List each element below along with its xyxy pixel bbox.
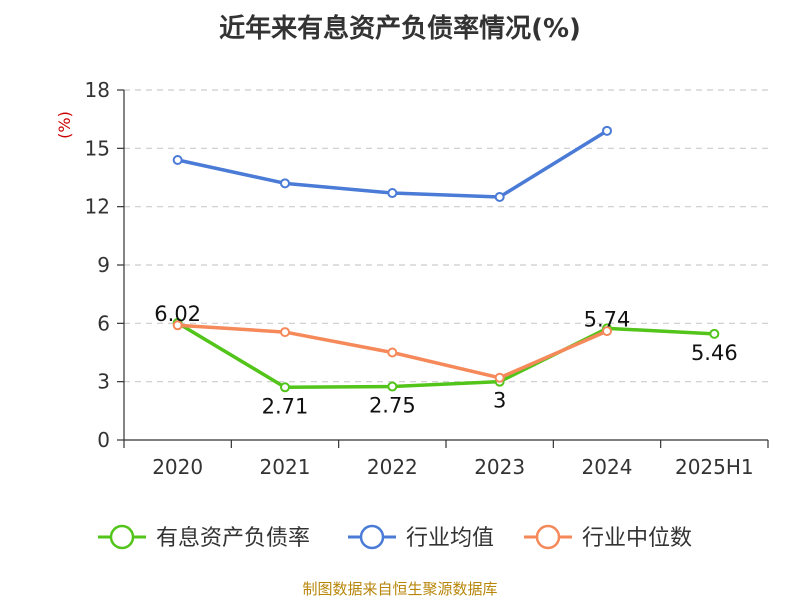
data-point [602,125,612,136]
series-line-2 [175,129,609,199]
legend-marker [535,524,561,550]
x-tick-label: 2021 [260,455,311,479]
x-tick-label: 2022 [367,455,418,479]
y-tick-label: 12 [85,195,110,219]
legend-marker [109,524,135,550]
legend-label: 行业中位数 [582,526,692,551]
data-point [280,327,290,338]
data-label: 5.74 [584,307,631,331]
y-axis-unit-label: (%) [55,111,74,139]
legend: 有息资产负债率 行业均值 行业中位数 [98,524,692,551]
y-tick-label: 15 [85,136,110,160]
data-label: 6.02 [154,302,201,326]
x-tick-label: 2024 [582,455,633,479]
data-point [172,155,183,165]
data-point [387,188,398,199]
data-point [602,326,612,337]
x-tick-label: 2023 [474,455,525,479]
legend-label: 行业均值 [406,526,494,551]
chart-title: 近年来有息资产负债率情况(%) [219,14,581,44]
legend-label: 有息资产负债率 [156,526,310,551]
data-point [172,320,183,331]
x-tick-label: 2020 [152,455,203,479]
y-tick-label: 18 [85,78,110,102]
legend-marker [359,524,385,550]
series-line-1 [175,321,717,390]
data-label: 3 [493,389,506,413]
axes: 0 3 6 9 12 15 18 2020 2021 2022 2023 2024 2025H1 [85,78,769,479]
data-label: 2.75 [369,394,416,418]
y-tick-label: 3 [97,370,110,394]
data-point [709,328,720,339]
y-tick-label: 9 [97,253,110,277]
data-point [387,381,398,392]
data-source-note: 制图数据来自恒生聚源数据库 [302,580,498,598]
data-point [387,347,398,358]
x-tick-label: 2025H1 [675,455,754,479]
y-tick-label: 0 [97,428,110,452]
data-label: 5.46 [691,341,738,365]
grid-lines [124,89,768,383]
data-point [494,372,505,383]
data-label: 2.71 [262,394,309,418]
data-point [280,178,290,189]
series-lines [172,125,720,393]
data-labels: 6.02 2.71 2.75 3 5.74 5.46 [154,302,737,418]
data-point [280,382,290,393]
data-point [494,191,505,202]
y-tick-label: 6 [97,311,110,335]
